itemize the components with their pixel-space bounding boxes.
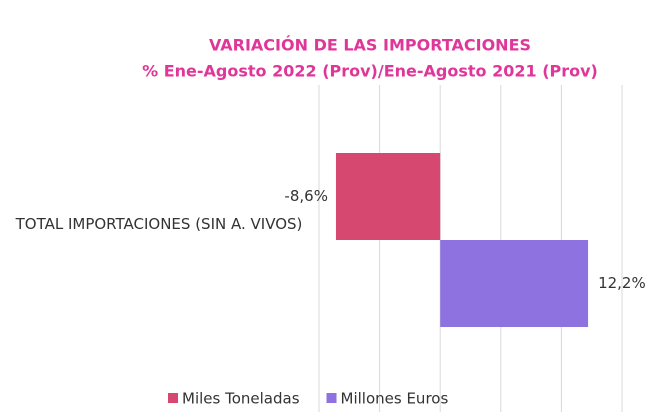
data-label: 12,2% — [598, 274, 646, 292]
data-label: -8,6% — [284, 187, 328, 205]
legend-swatch — [326, 393, 337, 403]
category-label: TOTAL IMPORTACIONES (SIN A. VIVOS) — [15, 215, 303, 233]
chart-title: VARIACIÓN DE LAS IMPORTACIONES — [209, 36, 531, 55]
bar — [335, 153, 441, 240]
legend-swatch — [168, 393, 178, 403]
bar — [440, 240, 589, 327]
chart-subtitle: % Ene-Agosto 2022 (Prov)/Ene-Agosto 2021… — [142, 62, 598, 81]
legend-label: Miles Toneladas — [182, 390, 300, 408]
legend-label: Millones Euros — [341, 390, 449, 408]
